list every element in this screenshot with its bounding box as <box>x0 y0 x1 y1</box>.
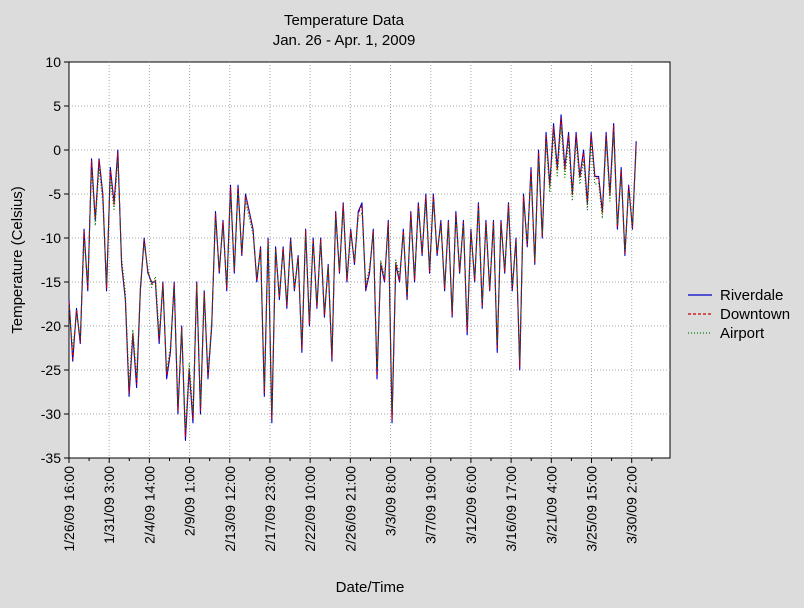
y-tick-label: 0 <box>53 142 61 158</box>
x-tick-label: 1/31/09 3:00 <box>101 466 117 544</box>
x-tick-label: 3/7/09 19:00 <box>423 466 439 544</box>
x-tick-label: 3/25/09 15:00 <box>583 466 599 552</box>
plot-area <box>68 61 671 459</box>
x-tick-label: 1/26/09 16:00 <box>61 466 77 552</box>
series-line-downtown <box>68 117 637 438</box>
x-axis-label: Date/Time <box>336 579 405 596</box>
y-tick-label: 5 <box>53 98 61 114</box>
axis-layer: 10 5 0 -5 -10 -15 -20 -25 -30 -351/26/09 16:00 1/3… <box>41 54 653 552</box>
x-tick-label: 3/12/09 6:00 <box>463 466 479 544</box>
x-tick-label: 2/9/09 1:00 <box>182 466 198 536</box>
x-tick-label: 3/30/09 2:00 <box>624 466 640 544</box>
legend-label-airport: Airport <box>720 325 765 342</box>
y-tick-label: -35 <box>41 450 61 466</box>
x-tick-label: 2/4/09 14:00 <box>141 466 157 544</box>
y-tick-label: -10 <box>41 230 61 246</box>
y-tick-label: -30 <box>41 406 61 422</box>
y-tick-label: -5 <box>49 186 62 202</box>
x-tick-label: 3/3/09 8:00 <box>383 466 399 536</box>
x-tick-label: 2/22/09 10:00 <box>302 466 318 552</box>
y-tick-label: 10 <box>45 54 61 70</box>
y-tick-label: -20 <box>41 318 61 334</box>
series-layer <box>68 114 637 441</box>
x-tick-label: 2/17/09 23:00 <box>262 466 278 552</box>
x-tick-label: 2/13/09 12:00 <box>222 466 238 552</box>
x-tick-label: 3/21/09 4:00 <box>543 466 559 544</box>
y-axis-label: Temperature (Celsius) <box>9 186 26 334</box>
x-tick-label: 3/16/09 17:00 <box>503 466 519 552</box>
chart-subtitle: Jan. 26 - Apr. 1, 2009 <box>273 32 416 49</box>
legend: Riverdale Downtown Airport <box>688 287 790 342</box>
y-tick-label: -25 <box>41 362 61 378</box>
y-tick-label: -15 <box>41 274 61 290</box>
legend-label-riverdale: Riverdale <box>720 287 783 304</box>
chart-title: Temperature Data <box>284 12 405 29</box>
x-tick-label: 2/26/09 21:00 <box>342 466 358 552</box>
legend-label-downtown: Downtown <box>720 306 790 323</box>
